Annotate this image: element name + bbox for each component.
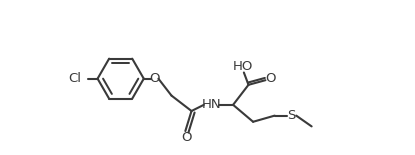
Text: HN: HN bbox=[202, 98, 221, 111]
Text: O: O bbox=[266, 72, 276, 85]
Text: O: O bbox=[181, 131, 191, 144]
Text: O: O bbox=[149, 72, 160, 85]
Text: Cl: Cl bbox=[68, 72, 81, 85]
Text: HO: HO bbox=[233, 60, 253, 73]
Text: S: S bbox=[288, 109, 296, 122]
